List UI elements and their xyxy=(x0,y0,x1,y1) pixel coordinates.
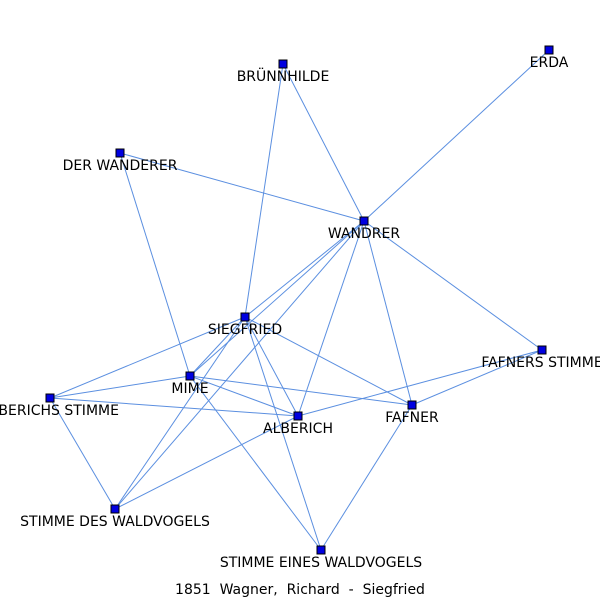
edge-wandrer-fafners_stimme xyxy=(363,220,543,351)
node-label: STIMME DES WALDVOGELS xyxy=(20,514,210,530)
edge-wanderer_alt-wandrer xyxy=(119,152,365,222)
edge-fafner-fafners_stimme xyxy=(411,349,543,406)
edge-brunnhilde-wandrer xyxy=(282,63,365,222)
node-marker[interactable] xyxy=(240,312,250,322)
node-layer: BRÜNNHILDE ERDA DER WANDERER WANDRER SIEGFRI… xyxy=(0,45,600,571)
node-label: FAFNERS STIMME xyxy=(481,355,600,371)
node-alberichs_stimme[interactable]: ALBERICHS STIMME xyxy=(0,393,119,419)
node-erda[interactable]: ERDA xyxy=(530,45,569,71)
node-label: WANDRER xyxy=(328,226,400,242)
edge-mime-eines_waldvogels xyxy=(189,375,322,551)
node-label: ALBERICHS STIMME xyxy=(0,403,119,419)
edge-siegfried-mime xyxy=(189,316,246,377)
edge-brunnhilde-siegfried xyxy=(244,63,284,318)
edge-wandrer-mime xyxy=(189,220,365,377)
node-wanderer_alt[interactable]: DER WANDERER xyxy=(63,148,178,174)
node-marker[interactable] xyxy=(537,345,547,355)
node-marker[interactable] xyxy=(115,148,125,158)
node-eines_waldvogels[interactable]: STIMME EINES WALDVOGELS xyxy=(220,545,422,571)
node-brunnhilde[interactable]: BRÜNNHILDE xyxy=(237,59,330,85)
node-marker[interactable] xyxy=(110,504,120,514)
node-marker[interactable] xyxy=(359,216,369,226)
edge-siegfried-eines_waldvogels xyxy=(244,316,322,551)
edge-siegfried-alberich xyxy=(244,316,299,417)
node-fafner[interactable]: FAFNER xyxy=(385,400,439,426)
graph-caption: 1851 Wagner, Richard - Siegfried xyxy=(175,582,425,598)
edge-wandrer-siegfried xyxy=(244,220,365,318)
node-label: SIEGFRIED xyxy=(208,322,282,338)
edge-siegfried-fafner xyxy=(244,316,413,406)
edge-alberichs_stimme-alberich xyxy=(49,397,299,417)
node-marker[interactable] xyxy=(278,59,288,69)
edge-alberichs_stimme-waldvogels xyxy=(49,397,116,510)
edge-siegfried-waldvogels xyxy=(114,316,246,510)
node-fafners_stimme[interactable]: FAFNERS STIMME xyxy=(481,345,600,371)
edge-fafner-eines_waldvogels xyxy=(320,404,413,551)
edge-erda-wandrer xyxy=(363,49,550,222)
node-siegfried[interactable]: SIEGFRIED xyxy=(208,312,282,338)
node-marker[interactable] xyxy=(407,400,417,410)
edge-wandrer-fafner xyxy=(363,220,413,406)
node-label: MIME xyxy=(171,381,208,397)
node-label: ALBERICH xyxy=(263,421,333,437)
edge-mime-alberichs_stimme xyxy=(49,375,191,399)
edge-layer xyxy=(49,49,550,551)
node-label: ERDA xyxy=(530,55,569,71)
node-label: DER WANDERER xyxy=(63,158,178,174)
edge-alberich-waldvogels xyxy=(114,415,299,510)
edge-siegfried-alberichs_stimme xyxy=(49,316,246,399)
node-wandrer[interactable]: WANDRER xyxy=(328,216,400,242)
node-marker[interactable] xyxy=(293,411,303,421)
node-marker[interactable] xyxy=(185,371,195,381)
node-alberich[interactable]: ALBERICH xyxy=(263,411,333,437)
edge-wandrer-alberich xyxy=(297,220,365,417)
node-marker[interactable] xyxy=(316,545,326,555)
edge-alberich-fafners_stimme xyxy=(297,349,543,417)
edge-mime-fafner xyxy=(189,375,413,406)
node-mime[interactable]: MIME xyxy=(171,371,209,397)
edge-wanderer_alt-mime xyxy=(119,152,191,377)
node-label: FAFNER xyxy=(385,410,439,426)
node-waldvogels[interactable]: STIMME DES WALDVOGELS xyxy=(20,504,210,530)
edge-mime-alberich xyxy=(189,375,299,417)
node-label: BRÜNNHILDE xyxy=(237,67,330,85)
node-marker[interactable] xyxy=(45,393,55,403)
node-marker[interactable] xyxy=(544,45,554,55)
node-label: STIMME EINES WALDVOGELS xyxy=(220,555,422,571)
edge-wandrer-waldvogels xyxy=(114,220,365,510)
